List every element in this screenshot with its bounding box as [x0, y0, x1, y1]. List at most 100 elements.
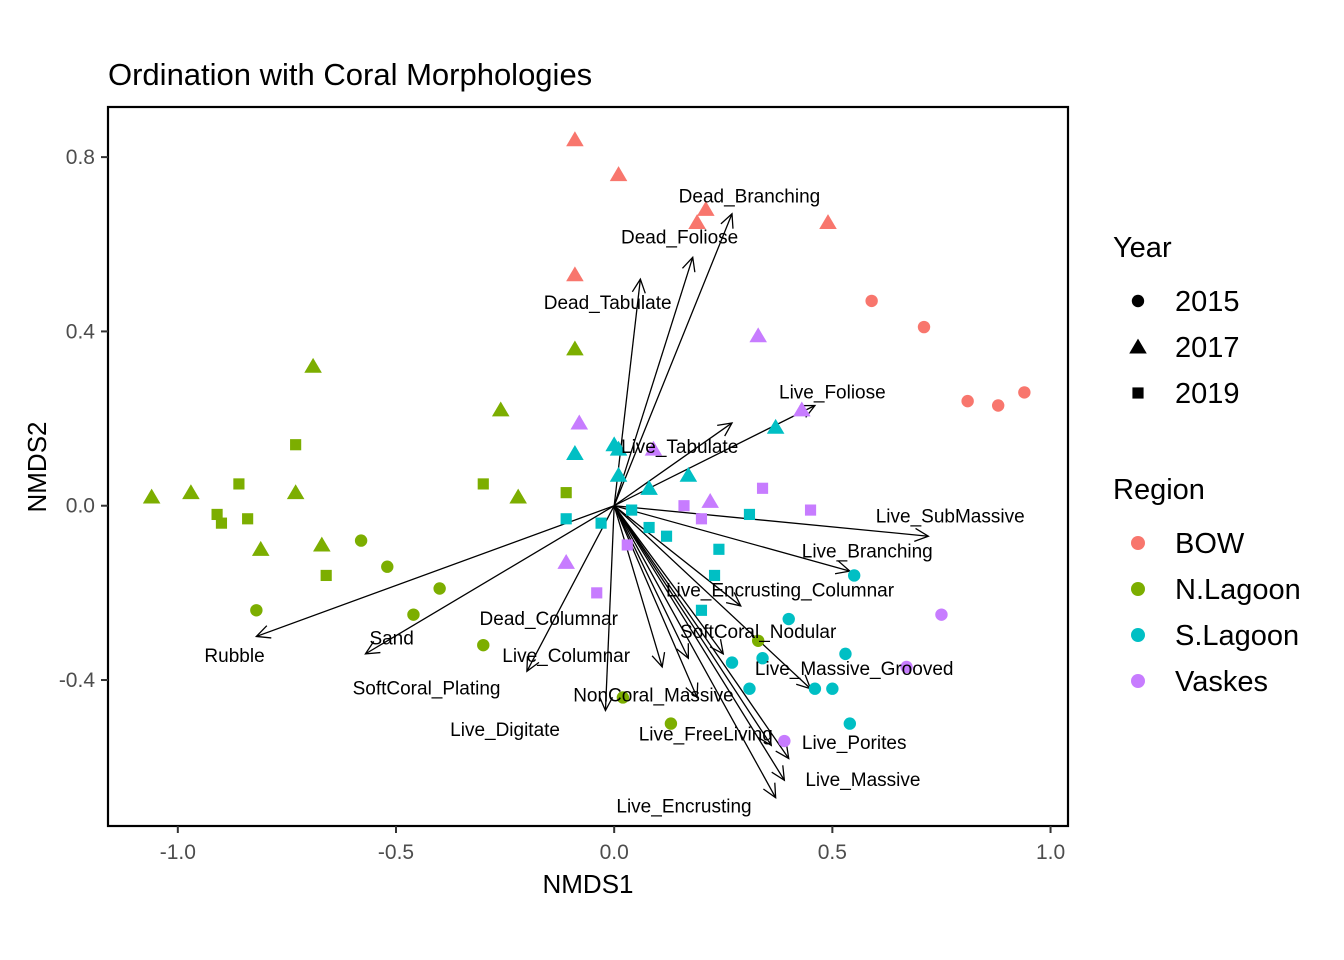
legend-key-circle — [1131, 536, 1145, 550]
vector-label: Rubble — [204, 646, 264, 667]
vector-arrow — [254, 505, 615, 639]
data-point — [381, 560, 394, 573]
vector-arrow — [613, 505, 666, 669]
vector-label: Sand — [369, 629, 413, 650]
vector-label: Live_Foliose — [779, 382, 886, 403]
data-point — [697, 201, 715, 216]
vector-arrow — [613, 505, 699, 699]
data-point — [566, 266, 584, 282]
data-point — [354, 534, 368, 547]
legend-region-label: N.Lagoon — [1175, 574, 1301, 606]
x-tick-label: -0.5 — [378, 841, 414, 864]
data-point — [182, 484, 200, 500]
legend-key-circle — [1131, 674, 1145, 688]
data-point — [743, 508, 756, 521]
data-point — [766, 418, 785, 434]
data-point — [233, 478, 245, 490]
y-tick-label: 0.8 — [66, 146, 95, 169]
data-point — [695, 604, 708, 616]
vector-label: Live_Branching — [802, 541, 933, 562]
x-tick-label: 0.0 — [600, 841, 629, 864]
data-point — [725, 656, 739, 669]
data-point — [570, 414, 589, 430]
data-point — [900, 660, 913, 674]
vector-arrow — [613, 212, 734, 506]
vector-arrow — [613, 505, 742, 607]
vector-label: Live_Tabulate — [621, 437, 738, 458]
data-point — [701, 492, 719, 508]
data-point — [215, 517, 228, 529]
data-point — [609, 440, 628, 456]
data-point — [407, 608, 420, 621]
legend-region-title: Region — [1113, 474, 1205, 506]
data-point — [477, 638, 490, 652]
data-point — [743, 682, 756, 695]
vector-label: SoftCoral_Nodular — [680, 622, 837, 643]
data-point — [961, 394, 974, 408]
data-point — [566, 445, 584, 460]
data-point — [756, 482, 769, 494]
data-point — [756, 652, 769, 665]
data-point — [609, 466, 628, 482]
vector-label: Live_Massive — [805, 770, 920, 791]
data-point — [609, 166, 628, 182]
data-point — [847, 569, 861, 582]
vector-arrow — [614, 505, 930, 543]
data-point — [621, 539, 633, 551]
vector-arrow — [526, 505, 615, 673]
legend-key-square — [1132, 387, 1144, 399]
data-point — [142, 488, 161, 504]
data-point — [935, 608, 948, 621]
data-point — [660, 530, 673, 542]
legend-region-label: S.Lagoon — [1175, 620, 1299, 652]
data-point — [477, 478, 489, 490]
vector-arrow — [613, 505, 777, 799]
data-point — [211, 508, 223, 521]
legend-year-label: 2019 — [1175, 378, 1240, 410]
data-point — [591, 587, 603, 599]
data-point — [749, 327, 767, 343]
vector-arrow — [613, 505, 773, 747]
legend-key-circle — [1131, 628, 1145, 642]
y-tick-label: -0.4 — [59, 669, 96, 692]
data-point — [566, 340, 584, 356]
data-point — [804, 504, 817, 516]
data-point — [782, 612, 795, 626]
vector-label: Live_FreeLiving — [639, 724, 773, 745]
data-point — [991, 399, 1005, 412]
data-point — [616, 691, 630, 704]
data-point — [664, 717, 678, 730]
legend-year: Year 2015 2017 2019 — [1113, 232, 1240, 410]
legend-key-triangle — [1129, 338, 1147, 354]
legend-year-label: 2017 — [1175, 332, 1240, 364]
data-point — [826, 682, 839, 695]
vector-arrow — [613, 505, 690, 660]
data-point — [713, 543, 725, 555]
data-point — [251, 540, 270, 556]
data-point — [433, 582, 446, 595]
x-axis-title: NMDS1 — [542, 869, 633, 899]
data-point — [695, 513, 708, 525]
data-point — [313, 536, 331, 552]
vector-arrow — [613, 505, 786, 782]
vector-label: Live_SubMassive — [876, 507, 1025, 528]
data-point — [566, 131, 584, 147]
legend-region-label: Vaskes — [1175, 666, 1268, 698]
data-point — [778, 734, 791, 748]
legend-key-circle — [1131, 582, 1145, 596]
legend-key-circle — [1131, 294, 1145, 308]
x-tick-label: 1.0 — [1036, 841, 1065, 864]
vector-label: Dead_Branching — [679, 186, 821, 207]
vector-arrow — [364, 505, 615, 655]
data-point — [557, 553, 575, 569]
vector-label: Dead_Columnar — [480, 609, 619, 630]
data-point — [491, 401, 510, 417]
x-tick-label: 0.5 — [818, 841, 847, 864]
data-point — [320, 569, 332, 582]
vector-label: SoftCoral_Plating — [353, 679, 501, 700]
plot-panel-border — [106, 105, 1070, 828]
y-tick-label: 0.0 — [66, 495, 95, 518]
data-point — [843, 717, 857, 730]
data-point — [626, 504, 638, 516]
vector-arrow — [613, 505, 790, 760]
